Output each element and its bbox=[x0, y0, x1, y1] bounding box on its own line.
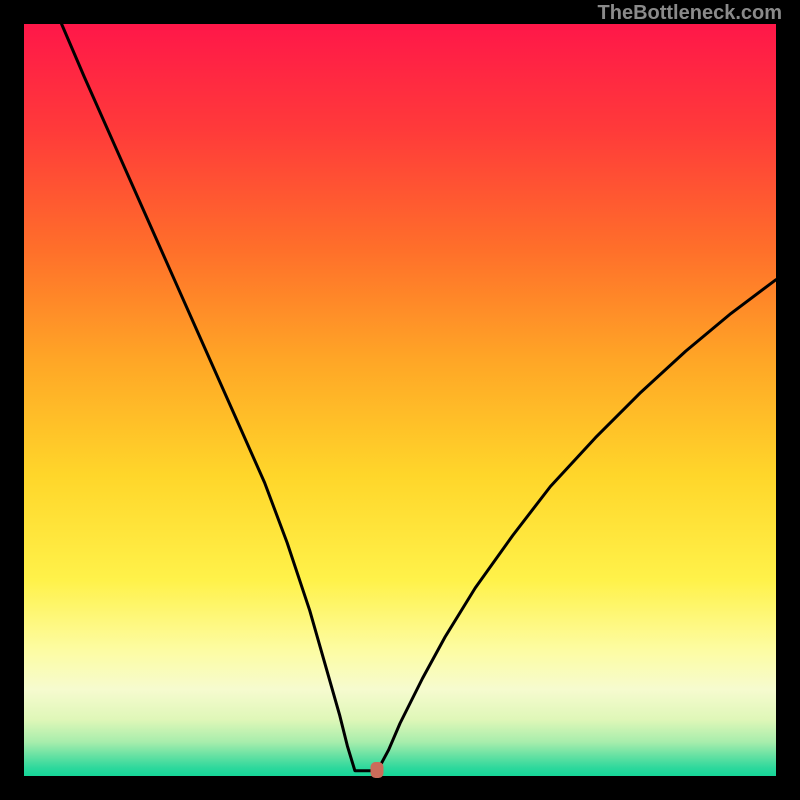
chart-container: TheBottleneck.com bbox=[0, 0, 800, 800]
minimum-marker bbox=[371, 762, 384, 778]
curve-layer bbox=[24, 24, 776, 776]
source-watermark: TheBottleneck.com bbox=[598, 2, 782, 25]
bottleneck-curve bbox=[62, 24, 776, 771]
plot-area bbox=[24, 24, 776, 776]
